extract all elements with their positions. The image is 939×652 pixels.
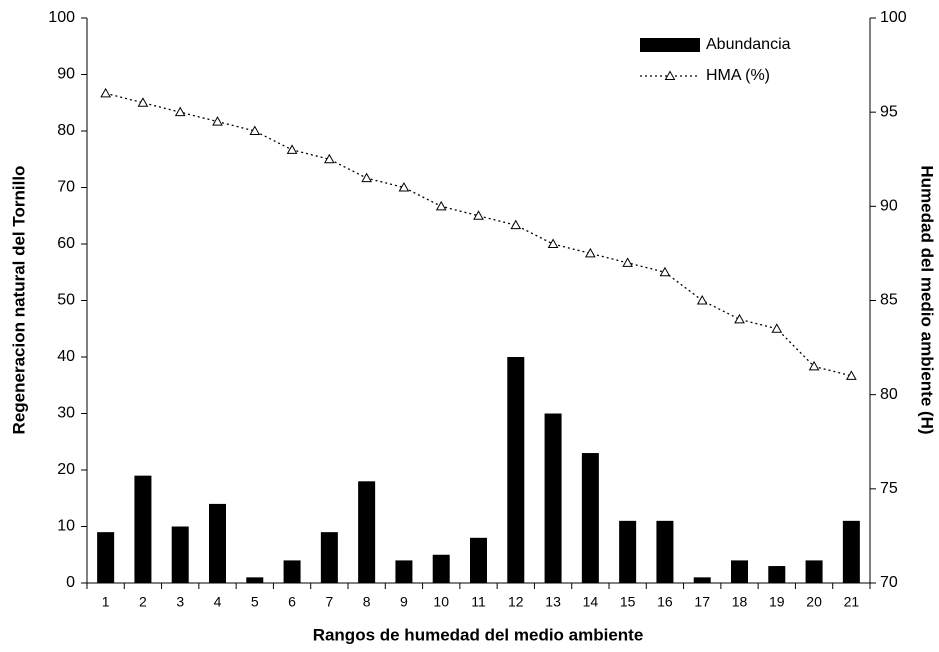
bar [395, 560, 413, 583]
y-tick-label: 70 [57, 179, 75, 196]
y2-tick-label: 70 [880, 574, 898, 591]
line-marker [659, 266, 671, 277]
line-marker [696, 294, 708, 305]
line-marker [547, 238, 559, 248]
line [105, 92, 852, 377]
line-marker [137, 97, 149, 107]
x-tick-label: 20 [806, 594, 822, 610]
bar [209, 503, 226, 583]
x-tick-label: 10 [433, 594, 449, 610]
bar [171, 526, 189, 583]
y-tick-label: 10 [57, 518, 75, 535]
x-tick-label: 14 [583, 594, 599, 610]
y-tick-label: 30 [57, 405, 75, 422]
y2-tick-label: 90 [880, 198, 898, 215]
bar [470, 537, 487, 583]
line-marker [286, 144, 298, 154]
line-marker [435, 200, 447, 211]
line-marker [734, 313, 745, 324]
line-marker [361, 172, 372, 183]
x-tick-label: 11 [471, 594, 486, 610]
x-tick-label: 1 [102, 594, 110, 610]
bar [358, 481, 376, 583]
y2-tick-label: 75 [880, 480, 898, 497]
bar [656, 520, 674, 583]
bar [805, 560, 823, 583]
x-tick-label: 17 [694, 594, 710, 610]
y2-tick-label: 80 [880, 386, 898, 403]
x-tick-label: 8 [363, 594, 371, 610]
bar [97, 532, 115, 583]
legend-label: HMA (%) [706, 67, 770, 84]
y-tick-label: 40 [57, 348, 75, 365]
bar [320, 532, 338, 583]
line-marker [808, 360, 820, 371]
line-marker [510, 219, 522, 230]
line-marker [473, 210, 484, 220]
bar [134, 475, 152, 583]
bar [432, 554, 450, 583]
y-tick-label: 20 [57, 461, 75, 478]
x-tick-label: 2 [139, 594, 147, 610]
y-axis-title: Regeneracion natural del Tornillo [9, 166, 28, 435]
x-tick-label: 3 [176, 594, 184, 610]
bar [246, 577, 264, 583]
x-tick-label: 16 [657, 594, 673, 610]
x-tick-label: 15 [620, 594, 636, 610]
bar [768, 566, 786, 583]
y-tick-label: 80 [57, 122, 75, 139]
x-tick-label: 13 [545, 594, 561, 610]
bar [544, 413, 562, 583]
x-tick-label: 6 [288, 594, 296, 610]
legend-marker [664, 70, 676, 80]
x-tick-label: 5 [251, 594, 259, 610]
x-tick-label: 4 [214, 594, 222, 610]
line-marker [174, 106, 186, 117]
line-marker [771, 323, 783, 333]
x-tick-label: 19 [769, 594, 785, 610]
y-tick-label: 50 [57, 292, 75, 309]
bar [619, 520, 637, 583]
bar [581, 453, 599, 583]
y2-axis-title: Humedad del medio ambiente (H) [918, 165, 937, 434]
x-tick-label: 18 [732, 594, 748, 610]
y-tick-label: 90 [57, 66, 75, 83]
legend-label: Abundancia [706, 36, 791, 53]
bar [283, 560, 301, 583]
line-marker [585, 247, 596, 258]
legend-swatch [640, 38, 700, 52]
x-tick-label: 7 [325, 594, 333, 610]
y-tick-label: 0 [66, 574, 75, 591]
y-tick-label: 60 [57, 235, 75, 252]
x-axis-title: Rangos de humedad del medio ambiente [313, 625, 644, 644]
bar [842, 520, 860, 583]
y2-tick-label: 100 [880, 9, 907, 26]
x-tick-label: 9 [400, 594, 408, 610]
bar [731, 560, 748, 583]
y-tick-label: 100 [48, 9, 75, 26]
bar [507, 357, 525, 583]
bar [693, 577, 711, 583]
line-marker [212, 116, 223, 126]
line-marker [324, 153, 335, 164]
line-marker [398, 181, 410, 192]
line-marker [249, 125, 261, 135]
line-marker [100, 87, 111, 98]
x-tick-label: 12 [508, 594, 524, 610]
y2-tick-label: 85 [880, 292, 898, 309]
x-tick-label: 21 [844, 594, 860, 610]
y2-tick-label: 95 [880, 103, 898, 120]
line-marker [622, 257, 633, 267]
line-marker [846, 370, 857, 380]
